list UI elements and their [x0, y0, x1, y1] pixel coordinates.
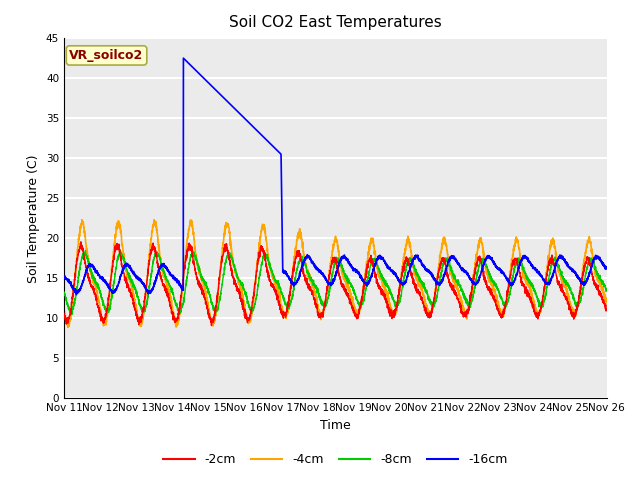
- Y-axis label: Soil Temperature (C): Soil Temperature (C): [28, 154, 40, 283]
- Text: VR_soilco2: VR_soilco2: [69, 49, 143, 62]
- X-axis label: Time: Time: [320, 419, 351, 432]
- Title: Soil CO2 East Temperatures: Soil CO2 East Temperatures: [229, 15, 442, 30]
- Legend: -2cm, -4cm, -8cm, -16cm: -2cm, -4cm, -8cm, -16cm: [158, 448, 512, 471]
